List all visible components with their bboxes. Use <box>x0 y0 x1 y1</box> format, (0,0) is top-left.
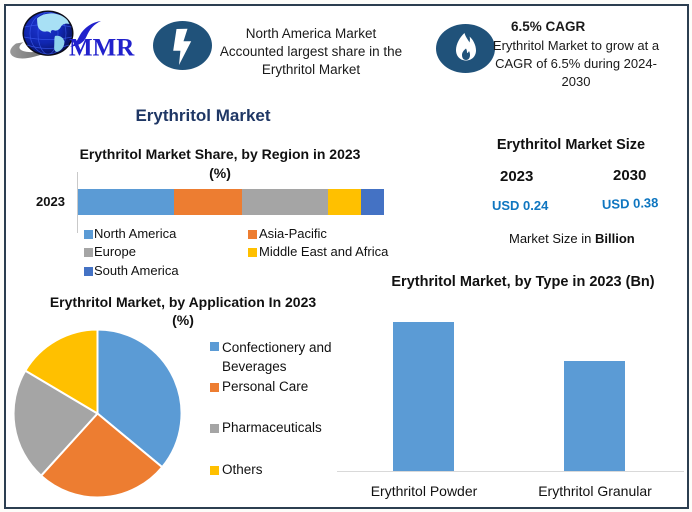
svg-text:MMR: MMR <box>69 35 135 62</box>
